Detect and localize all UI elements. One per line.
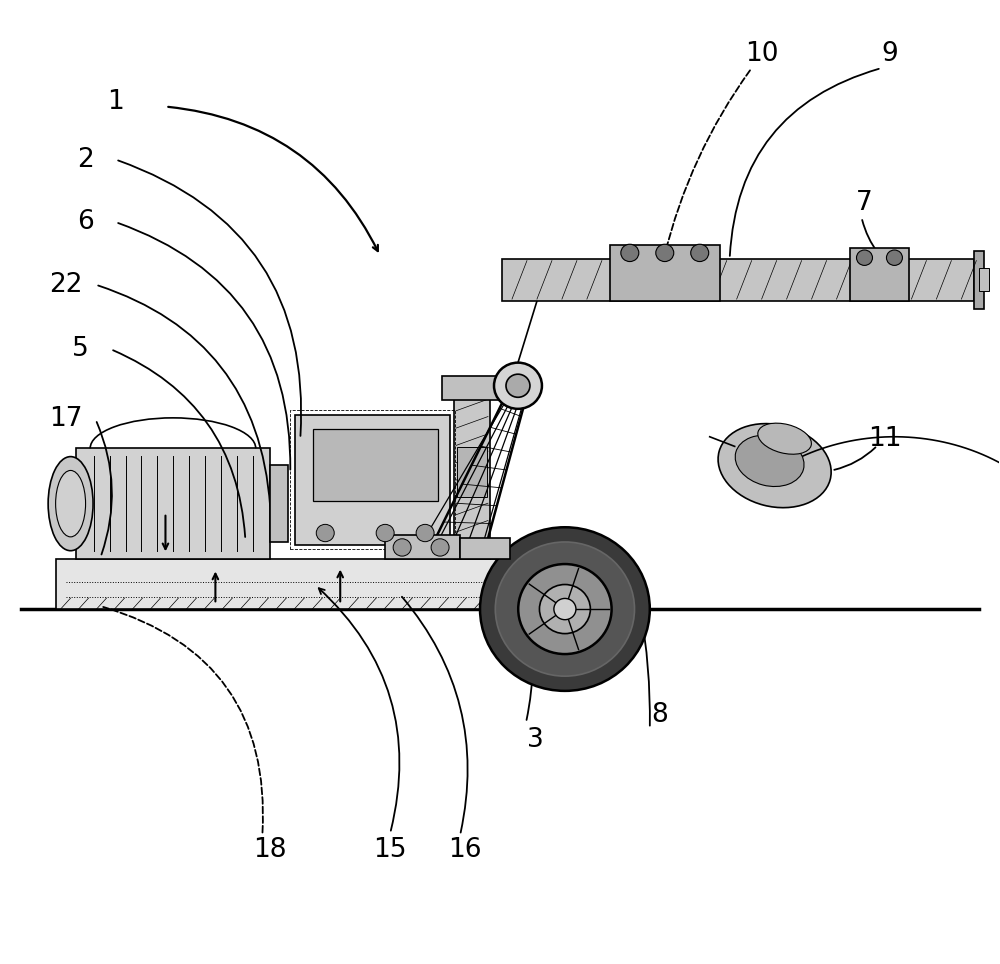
Bar bbox=[76, 448, 270, 559]
Circle shape bbox=[621, 244, 639, 261]
Ellipse shape bbox=[48, 457, 93, 550]
Text: 18: 18 bbox=[254, 837, 287, 863]
Bar bbox=[270, 465, 288, 543]
Text: 3: 3 bbox=[527, 727, 543, 753]
Bar bbox=[295, 415, 450, 545]
Bar bbox=[313, 429, 438, 501]
Circle shape bbox=[376, 524, 394, 542]
Circle shape bbox=[518, 564, 612, 654]
Text: 6: 6 bbox=[77, 209, 94, 235]
Bar bbox=[56, 559, 620, 609]
Circle shape bbox=[393, 539, 411, 556]
Text: 22: 22 bbox=[49, 272, 82, 298]
Circle shape bbox=[495, 542, 635, 676]
Text: 15: 15 bbox=[373, 837, 407, 863]
Bar bbox=[460, 538, 510, 559]
Bar bbox=[502, 258, 974, 301]
Bar bbox=[454, 381, 490, 559]
Ellipse shape bbox=[718, 423, 831, 508]
Bar bbox=[457, 447, 487, 496]
Bar bbox=[850, 248, 909, 301]
Bar bbox=[974, 251, 984, 308]
Bar bbox=[610, 245, 720, 301]
Text: 8: 8 bbox=[651, 702, 668, 728]
Text: 1: 1 bbox=[107, 89, 124, 115]
Text: 2: 2 bbox=[77, 147, 94, 173]
Circle shape bbox=[431, 539, 449, 556]
Text: 16: 16 bbox=[448, 837, 482, 863]
Circle shape bbox=[691, 244, 709, 261]
Circle shape bbox=[494, 362, 542, 409]
Ellipse shape bbox=[735, 435, 804, 487]
Circle shape bbox=[539, 584, 590, 633]
Text: 7: 7 bbox=[856, 190, 873, 216]
Ellipse shape bbox=[758, 423, 811, 454]
Circle shape bbox=[316, 524, 334, 542]
Circle shape bbox=[506, 374, 530, 397]
Circle shape bbox=[554, 599, 576, 620]
Circle shape bbox=[656, 244, 674, 261]
Text: 11: 11 bbox=[868, 426, 901, 452]
Circle shape bbox=[886, 250, 902, 265]
Text: 10: 10 bbox=[745, 40, 778, 67]
Bar bbox=[979, 268, 989, 291]
Bar bbox=[290, 410, 455, 549]
Text: 9: 9 bbox=[881, 40, 898, 67]
Bar bbox=[442, 376, 502, 400]
Text: 5: 5 bbox=[72, 336, 89, 362]
Circle shape bbox=[416, 524, 434, 542]
Circle shape bbox=[857, 250, 872, 265]
Circle shape bbox=[480, 527, 650, 691]
Text: 17: 17 bbox=[49, 407, 82, 433]
Ellipse shape bbox=[56, 470, 86, 537]
Bar bbox=[385, 535, 460, 559]
